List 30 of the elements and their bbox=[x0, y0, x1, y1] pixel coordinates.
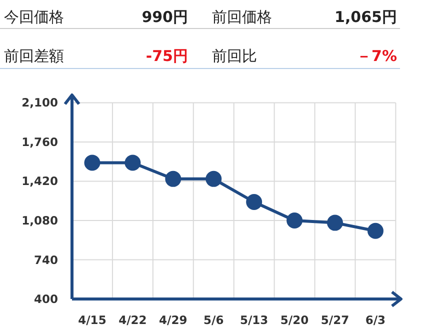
y-tick-label: 1,420 bbox=[22, 174, 58, 188]
point bbox=[246, 194, 262, 210]
point bbox=[84, 154, 100, 171]
point bbox=[327, 214, 344, 231]
x-tick-label: 5/27 bbox=[320, 313, 350, 327]
point bbox=[165, 170, 182, 187]
x-tick-label: 5/13 bbox=[240, 313, 268, 327]
point bbox=[206, 170, 222, 187]
text: 1,065円 bbox=[334, 8, 397, 26]
x-tick-label: 5/6 bbox=[204, 313, 224, 327]
y-tick-label: 740 bbox=[34, 252, 58, 267]
x-tick-label: 4/22 bbox=[118, 313, 147, 327]
x-tick-label: 6/3 bbox=[365, 313, 386, 327]
y-tick-label: 400 bbox=[34, 292, 58, 306]
text: 990円 bbox=[142, 8, 188, 26]
y-tick-label: 1,760 bbox=[22, 134, 58, 149]
point bbox=[367, 222, 384, 239]
point bbox=[124, 154, 141, 171]
text: 今回価格 bbox=[4, 8, 64, 26]
text: 前回差額 bbox=[4, 47, 64, 65]
text: 前回比 bbox=[212, 47, 257, 65]
x-tick-label: 4/29 bbox=[159, 313, 188, 327]
text: 前回価格 bbox=[212, 8, 272, 26]
x-tick-label: 4/15 bbox=[78, 313, 106, 327]
x-tick-label: 5/20 bbox=[280, 313, 309, 327]
text: -75円 bbox=[146, 47, 188, 65]
point bbox=[286, 212, 303, 228]
y-tick-label: 1,080 bbox=[22, 214, 58, 228]
text: －7% bbox=[356, 47, 397, 65]
y-tick-label: 2,100 bbox=[22, 96, 58, 110]
